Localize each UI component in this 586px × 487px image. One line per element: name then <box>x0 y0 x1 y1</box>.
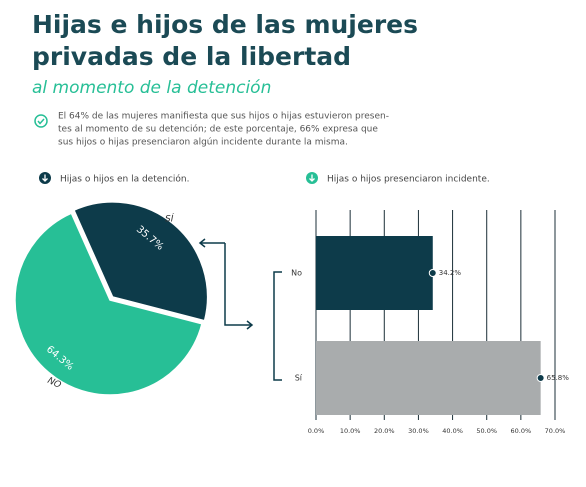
pie-slice <box>14 212 203 396</box>
value-dot <box>536 374 545 382</box>
x-tick-label: 60.0% <box>511 427 532 435</box>
note: tes al momento de su detención; de este … <box>58 124 378 135</box>
chart-title: Hijas o hijos presenciaron incidente. <box>327 175 490 185</box>
legend-icon <box>309 174 315 182</box>
x-tick-label: 50.0% <box>476 427 497 435</box>
bracket <box>273 271 282 381</box>
bar <box>316 236 433 310</box>
note: El 64% de las mujeres manifiesta que sus… <box>58 112 389 122</box>
legend-icon <box>42 174 48 182</box>
subtitle: al momento de la detención <box>32 78 271 98</box>
pie-slice <box>72 201 209 322</box>
title: Hijas e hijos de las mujeres <box>32 10 418 39</box>
note: sus hijos o hijas presenciaron algún inc… <box>58 138 348 148</box>
x-tick-label: 40.0% <box>442 427 463 435</box>
value-dot <box>428 269 437 277</box>
x-tick-label: 0.0% <box>308 427 325 435</box>
value-label: 34.2% <box>439 269 462 277</box>
x-tick-label: 30.0% <box>408 427 429 435</box>
x-tick-label: 10.0% <box>340 427 361 435</box>
title: privadas de la libertad <box>32 42 351 71</box>
x-tick-label: 70.0% <box>545 427 566 435</box>
check-icon <box>37 118 45 125</box>
y-tick-label: No <box>291 269 302 278</box>
check-icon <box>34 114 48 128</box>
slice-category: SÍ <box>165 213 175 225</box>
bar <box>316 341 541 415</box>
chart-title: Hijas o hijos en la detención. <box>60 174 189 185</box>
value-label: 65.8% <box>547 374 570 382</box>
x-tick-label: 20.0% <box>374 427 395 435</box>
connector-arrow <box>198 238 254 330</box>
y-tick-label: Sí <box>295 374 303 383</box>
